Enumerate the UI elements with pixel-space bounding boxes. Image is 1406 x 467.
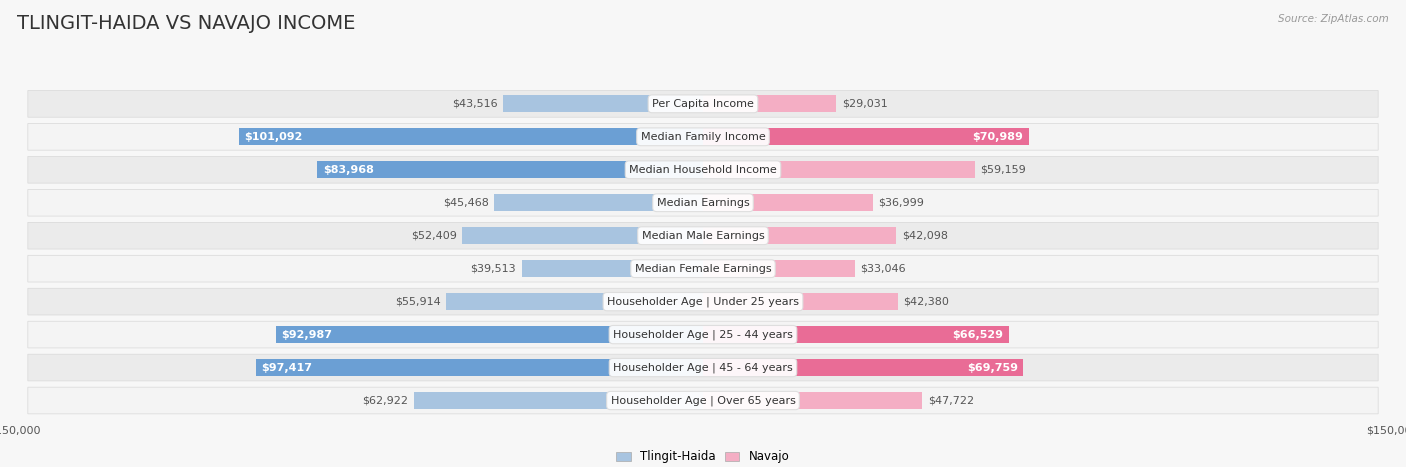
Bar [703,359,1024,376]
Text: $47,722: $47,722 [928,396,974,405]
Text: Median Family Income: Median Family Income [641,132,765,142]
Bar [703,293,897,310]
Text: $39,513: $39,513 [471,264,516,274]
Text: $29,031: $29,031 [842,99,887,109]
Text: $66,529: $66,529 [952,330,1002,340]
Text: $97,417: $97,417 [262,362,312,373]
Bar [413,392,703,409]
Bar [703,194,873,211]
Bar [256,359,703,376]
Text: Householder Age | 45 - 64 years: Householder Age | 45 - 64 years [613,362,793,373]
Text: $83,968: $83,968 [323,165,374,175]
Text: Per Capita Income: Per Capita Income [652,99,754,109]
Text: $36,999: $36,999 [879,198,924,208]
Bar [703,260,855,277]
Text: TLINGIT-HAIDA VS NAVAJO INCOME: TLINGIT-HAIDA VS NAVAJO INCOME [17,14,356,33]
FancyBboxPatch shape [28,91,1378,117]
FancyBboxPatch shape [28,156,1378,183]
Text: $42,098: $42,098 [901,231,948,241]
Bar [494,194,703,211]
Text: Median Earnings: Median Earnings [657,198,749,208]
Text: $70,989: $70,989 [973,132,1024,142]
FancyBboxPatch shape [28,190,1378,216]
FancyBboxPatch shape [28,321,1378,348]
Text: Median Female Earnings: Median Female Earnings [634,264,772,274]
Text: $33,046: $33,046 [860,264,905,274]
Text: Householder Age | 25 - 44 years: Householder Age | 25 - 44 years [613,329,793,340]
Bar [703,227,897,244]
Text: $55,914: $55,914 [395,297,440,307]
Text: Householder Age | Under 25 years: Householder Age | Under 25 years [607,297,799,307]
Bar [239,128,703,145]
Text: $42,380: $42,380 [903,297,949,307]
Bar [522,260,703,277]
Bar [318,162,703,178]
Text: Source: ZipAtlas.com: Source: ZipAtlas.com [1278,14,1389,24]
Bar [446,293,703,310]
Legend: Tlingit-Haida, Navajo: Tlingit-Haida, Navajo [612,446,794,467]
Bar [703,95,837,112]
FancyBboxPatch shape [28,222,1378,249]
Text: $92,987: $92,987 [281,330,332,340]
FancyBboxPatch shape [28,354,1378,381]
FancyBboxPatch shape [28,387,1378,414]
Text: $52,409: $52,409 [411,231,457,241]
Bar [703,128,1029,145]
Text: $101,092: $101,092 [245,132,302,142]
Text: $43,516: $43,516 [451,99,498,109]
Bar [463,227,703,244]
FancyBboxPatch shape [28,255,1378,282]
Bar [703,392,922,409]
Bar [703,162,974,178]
Bar [503,95,703,112]
Text: $62,922: $62,922 [363,396,409,405]
Text: $69,759: $69,759 [967,362,1018,373]
Bar [703,326,1008,343]
Text: Median Household Income: Median Household Income [628,165,778,175]
Bar [276,326,703,343]
Text: Median Male Earnings: Median Male Earnings [641,231,765,241]
Text: Householder Age | Over 65 years: Householder Age | Over 65 years [610,395,796,406]
Text: $59,159: $59,159 [980,165,1026,175]
Text: $45,468: $45,468 [443,198,489,208]
FancyBboxPatch shape [28,123,1378,150]
FancyBboxPatch shape [28,288,1378,315]
